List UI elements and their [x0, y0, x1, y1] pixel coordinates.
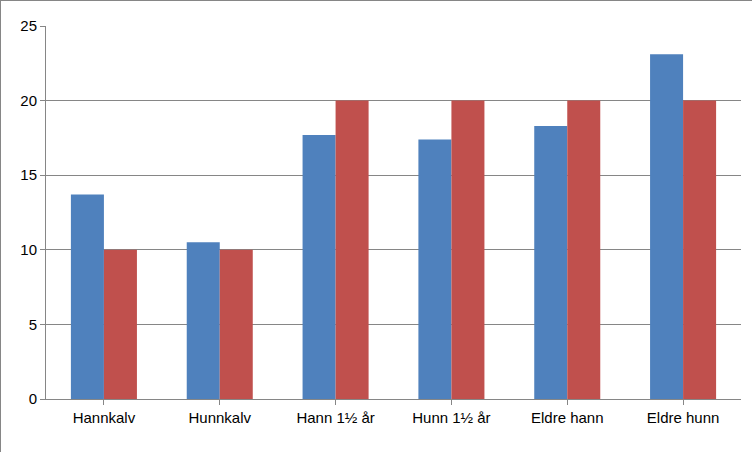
svg-text:0: 0	[29, 390, 37, 407]
svg-text:10: 10	[20, 241, 37, 258]
svg-text:Hunnkalv: Hunnkalv	[188, 409, 251, 426]
svg-text:Hunn 1½ år: Hunn 1½ år	[412, 409, 490, 426]
svg-text:25: 25	[20, 17, 37, 34]
svg-text:Hann 1½ år: Hann 1½ år	[296, 409, 374, 426]
svg-text:Eldre hunn: Eldre hunn	[647, 409, 720, 426]
svg-text:Eldre hann: Eldre hann	[531, 409, 604, 426]
svg-text:15: 15	[20, 166, 37, 183]
svg-text:5: 5	[29, 316, 37, 333]
svg-text:Hannkalv: Hannkalv	[73, 409, 136, 426]
svg-text:20: 20	[20, 92, 37, 109]
